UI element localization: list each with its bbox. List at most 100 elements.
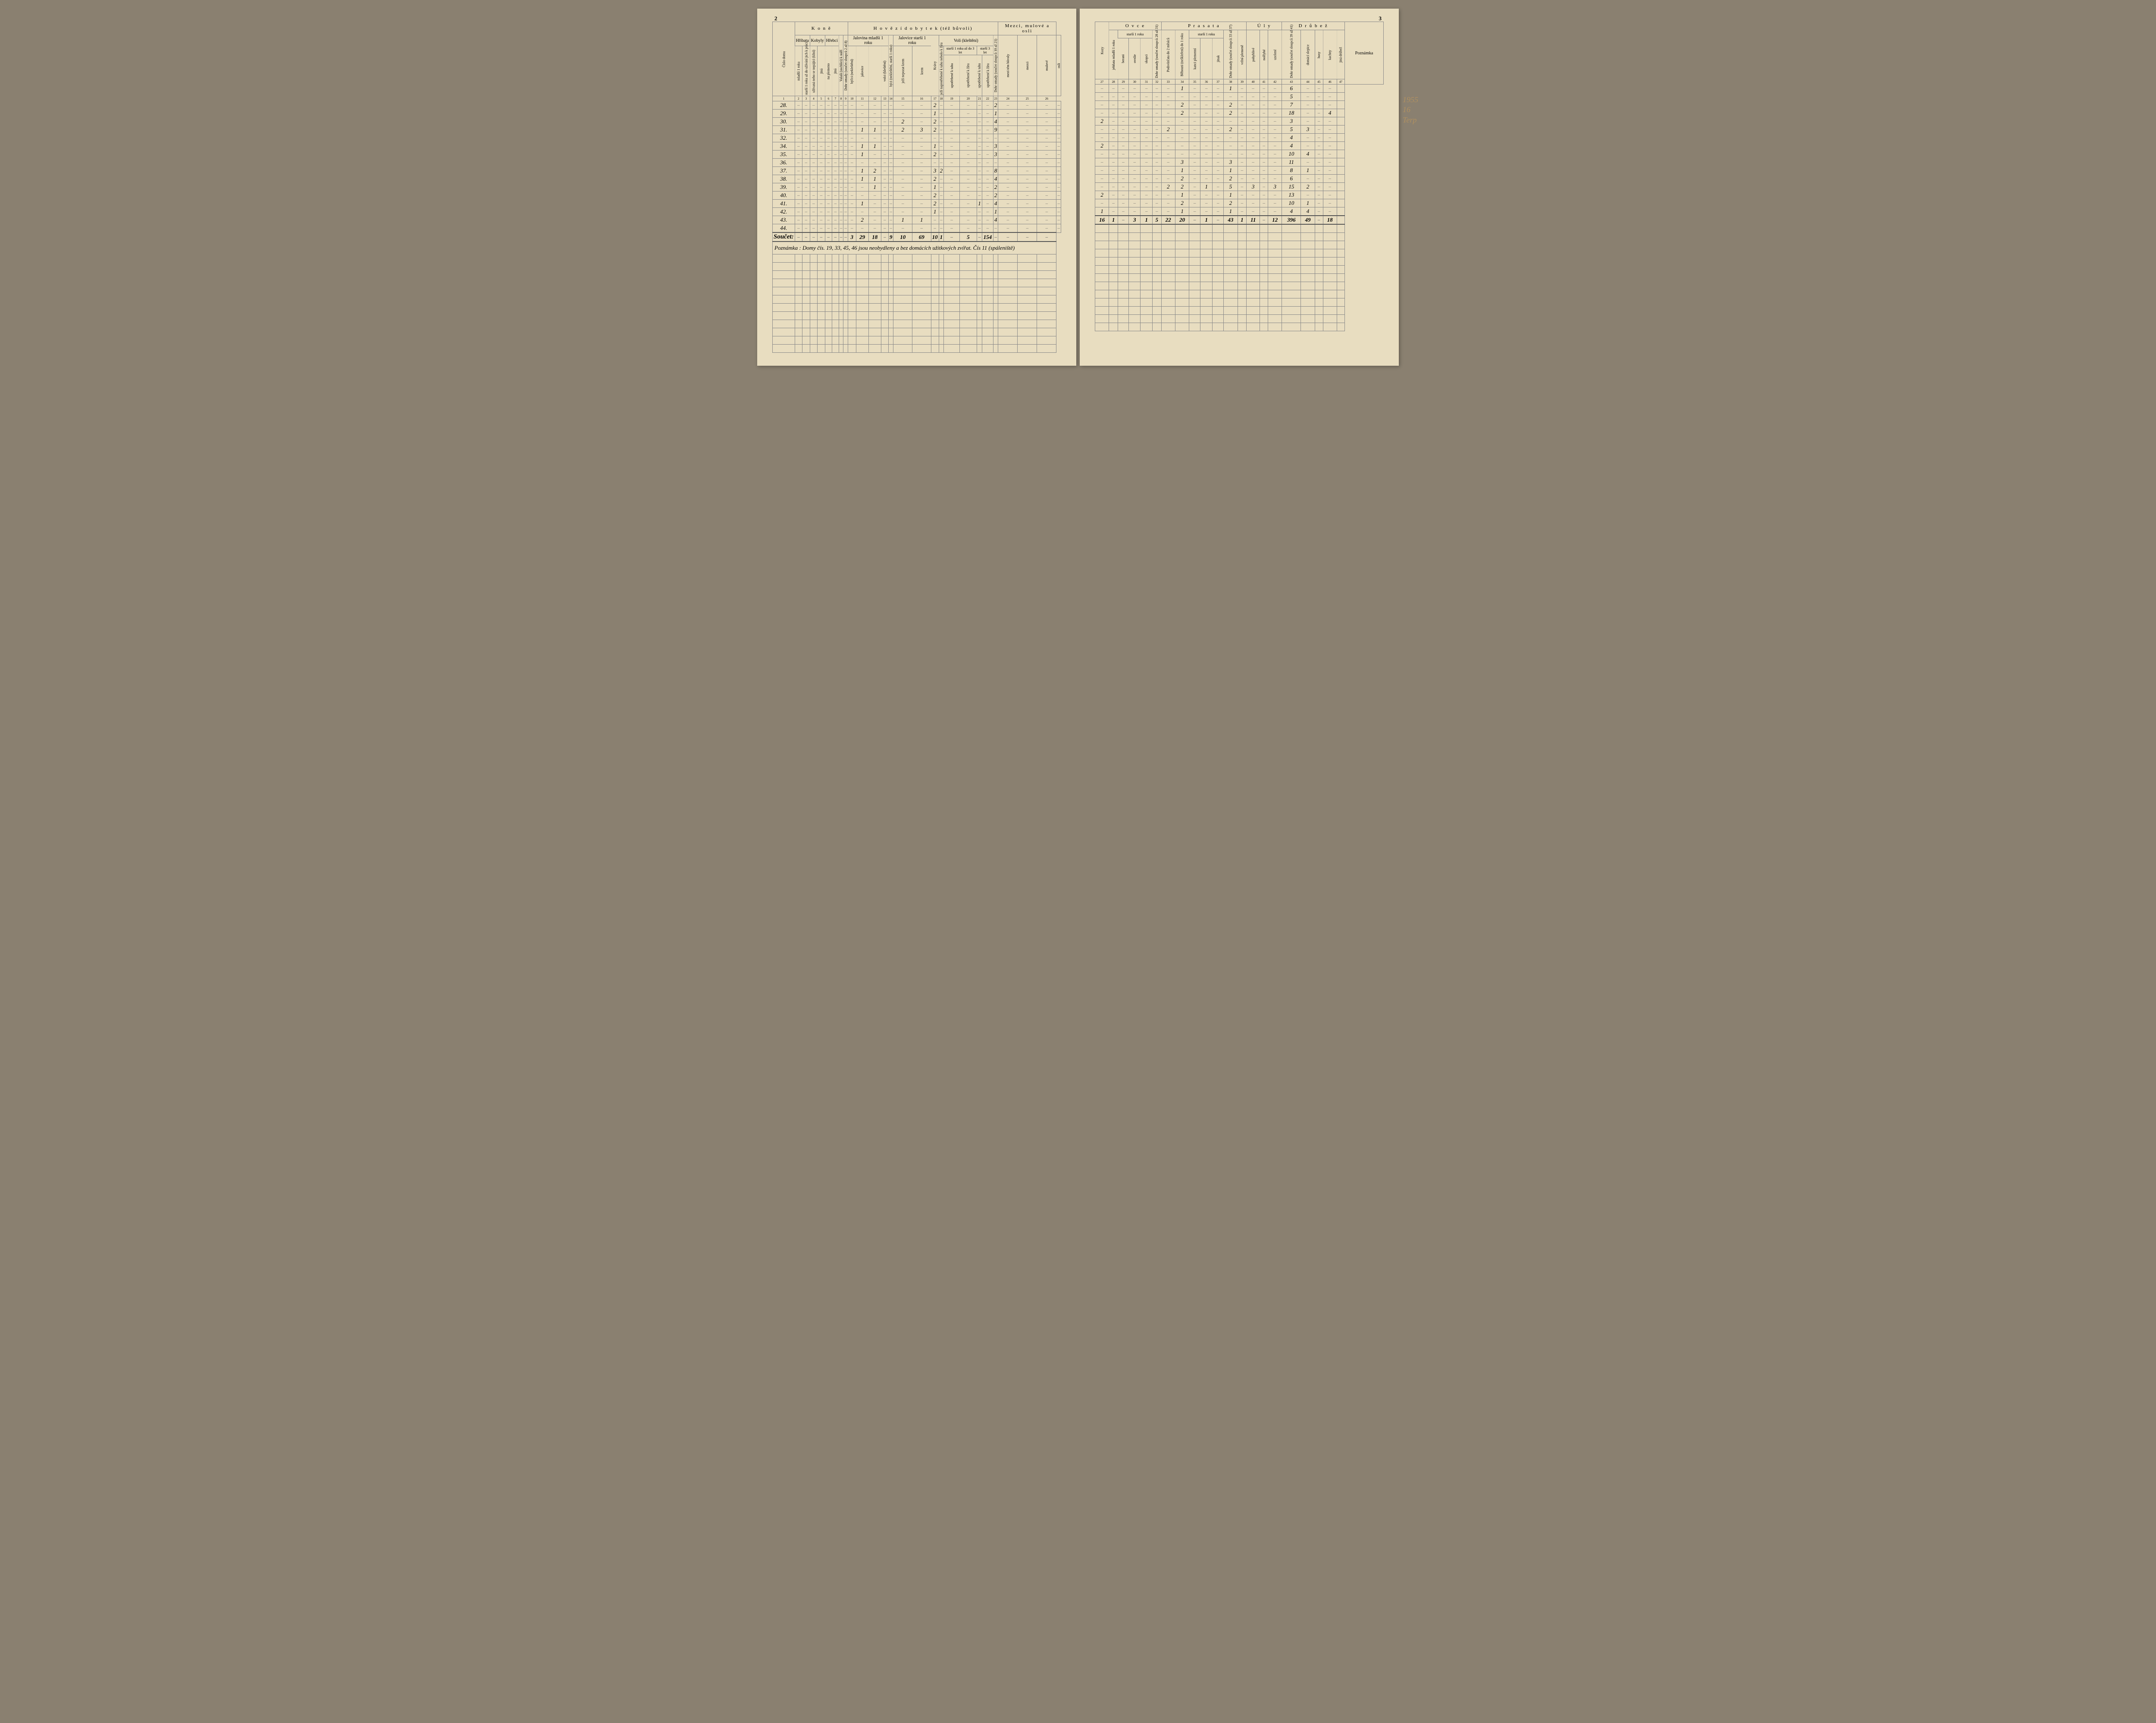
table-cell: – — [1213, 199, 1224, 207]
table-cell: – — [1129, 199, 1141, 207]
empty-cell — [1323, 232, 1337, 241]
table-cell: 1 — [1095, 207, 1109, 216]
empty-cell — [1213, 298, 1224, 306]
table-cell: – — [1268, 166, 1282, 175]
table-cell: – — [1301, 134, 1315, 142]
empty-cell — [1109, 224, 1118, 232]
empty-cell — [1095, 241, 1109, 249]
empty-cell — [1238, 241, 1247, 249]
table-cell: 2 — [993, 101, 998, 110]
table-cell: – — [848, 167, 856, 175]
empty-cell — [839, 287, 843, 295]
empty-cell — [982, 328, 993, 336]
table-cell: – — [982, 110, 993, 118]
table-cell: – — [1141, 117, 1152, 126]
table-cell: – — [1260, 150, 1268, 158]
table-cell: – — [1161, 191, 1175, 199]
col-number: 3 — [802, 96, 810, 101]
empty-cell — [825, 312, 832, 320]
empty-cell — [1200, 241, 1213, 249]
empty-cell — [848, 295, 856, 304]
empty-cell — [881, 345, 888, 353]
table-cell: – — [998, 232, 1018, 242]
empty-cell — [1141, 282, 1152, 290]
empty-cell — [959, 279, 977, 287]
empty-cell — [1247, 241, 1260, 249]
table-cell: – — [1213, 142, 1224, 150]
empty-cell — [982, 271, 993, 279]
table-cell: – — [1056, 175, 1061, 183]
table-cell: – — [982, 183, 993, 191]
empty-cell — [939, 254, 944, 263]
table-cell: – — [832, 167, 839, 175]
table-cell: – — [848, 159, 856, 167]
table-cell: – — [1238, 150, 1247, 158]
empty-cell — [773, 279, 795, 287]
table-cell — [1337, 191, 1344, 199]
empty-row — [1095, 306, 1384, 314]
empty-cell — [959, 304, 977, 312]
table-cell: 3 — [1175, 158, 1189, 166]
empty-cell — [1323, 314, 1337, 323]
table-cell: – — [802, 224, 810, 233]
col-h19: upotřebené k tahu — [944, 55, 960, 96]
empty-cell — [1282, 298, 1301, 306]
empty-cell — [1282, 265, 1301, 273]
col-h21: upotřebené k tahu — [977, 55, 982, 96]
empty-cell — [912, 295, 931, 304]
empty-cell — [944, 287, 960, 295]
table-cell: 10 — [931, 232, 939, 242]
empty-cell — [944, 304, 960, 312]
col-r38: Dohr omady (součet sloupců 33 až 37) — [1224, 30, 1238, 79]
sub-jalovice: Jalovice starší 1 roku — [893, 35, 931, 46]
table-cell: – — [802, 142, 810, 151]
empty-cell — [848, 287, 856, 295]
table-cell: – — [839, 118, 843, 126]
table-cell: – — [982, 167, 993, 175]
empty-cell — [1141, 273, 1152, 282]
empty-cell — [1161, 306, 1175, 314]
empty-cell — [1141, 298, 1152, 306]
empty-cell — [795, 345, 802, 353]
table-cell: – — [868, 110, 881, 118]
table-cell: – — [1152, 101, 1161, 109]
table-cell: – — [1161, 101, 1175, 109]
table-cell: 1 — [856, 167, 868, 175]
table-cell: – — [982, 175, 993, 183]
empty-cell — [1224, 323, 1238, 331]
empty-cell — [912, 345, 931, 353]
table-cell: – — [1161, 109, 1175, 117]
table-cell: 69 — [912, 232, 931, 242]
table-cell: – — [818, 126, 825, 134]
empty-cell — [843, 320, 848, 328]
right-page: 3 1955 16 Terp Kozy O v c e P r a s a t … — [1080, 9, 1399, 366]
empty-cell — [1018, 295, 1037, 304]
margin-note-2: 16 — [1403, 105, 1418, 115]
table-cell: – — [1152, 126, 1161, 134]
empty-cell — [1018, 320, 1037, 328]
table-cell: – — [1161, 166, 1175, 175]
empty-cell — [931, 304, 939, 312]
table-cell: – — [1200, 158, 1213, 166]
table-cell: 4 — [993, 118, 998, 126]
empty-cell — [848, 304, 856, 312]
empty-cell — [1095, 314, 1109, 323]
table-cell: – — [1141, 207, 1152, 216]
table-cell: – — [1118, 183, 1128, 191]
empty-cell — [1282, 249, 1301, 257]
table-cell: – — [818, 142, 825, 151]
empty-cell — [1141, 232, 1152, 241]
table-cell: – — [1268, 134, 1282, 142]
table-cell: – — [1037, 232, 1056, 242]
table-cell: – — [1260, 142, 1268, 150]
col-number: 7 — [832, 96, 839, 101]
table-cell: 3 — [1247, 183, 1260, 191]
empty-cell — [1189, 306, 1200, 314]
table-cell: – — [1129, 183, 1141, 191]
row-number: 32. — [773, 134, 795, 142]
table-cell: – — [1260, 175, 1268, 183]
table-cell: – — [839, 175, 843, 183]
table-cell: 3 — [931, 167, 939, 175]
col-number: 21 — [977, 96, 982, 101]
table-cell: – — [818, 208, 825, 216]
